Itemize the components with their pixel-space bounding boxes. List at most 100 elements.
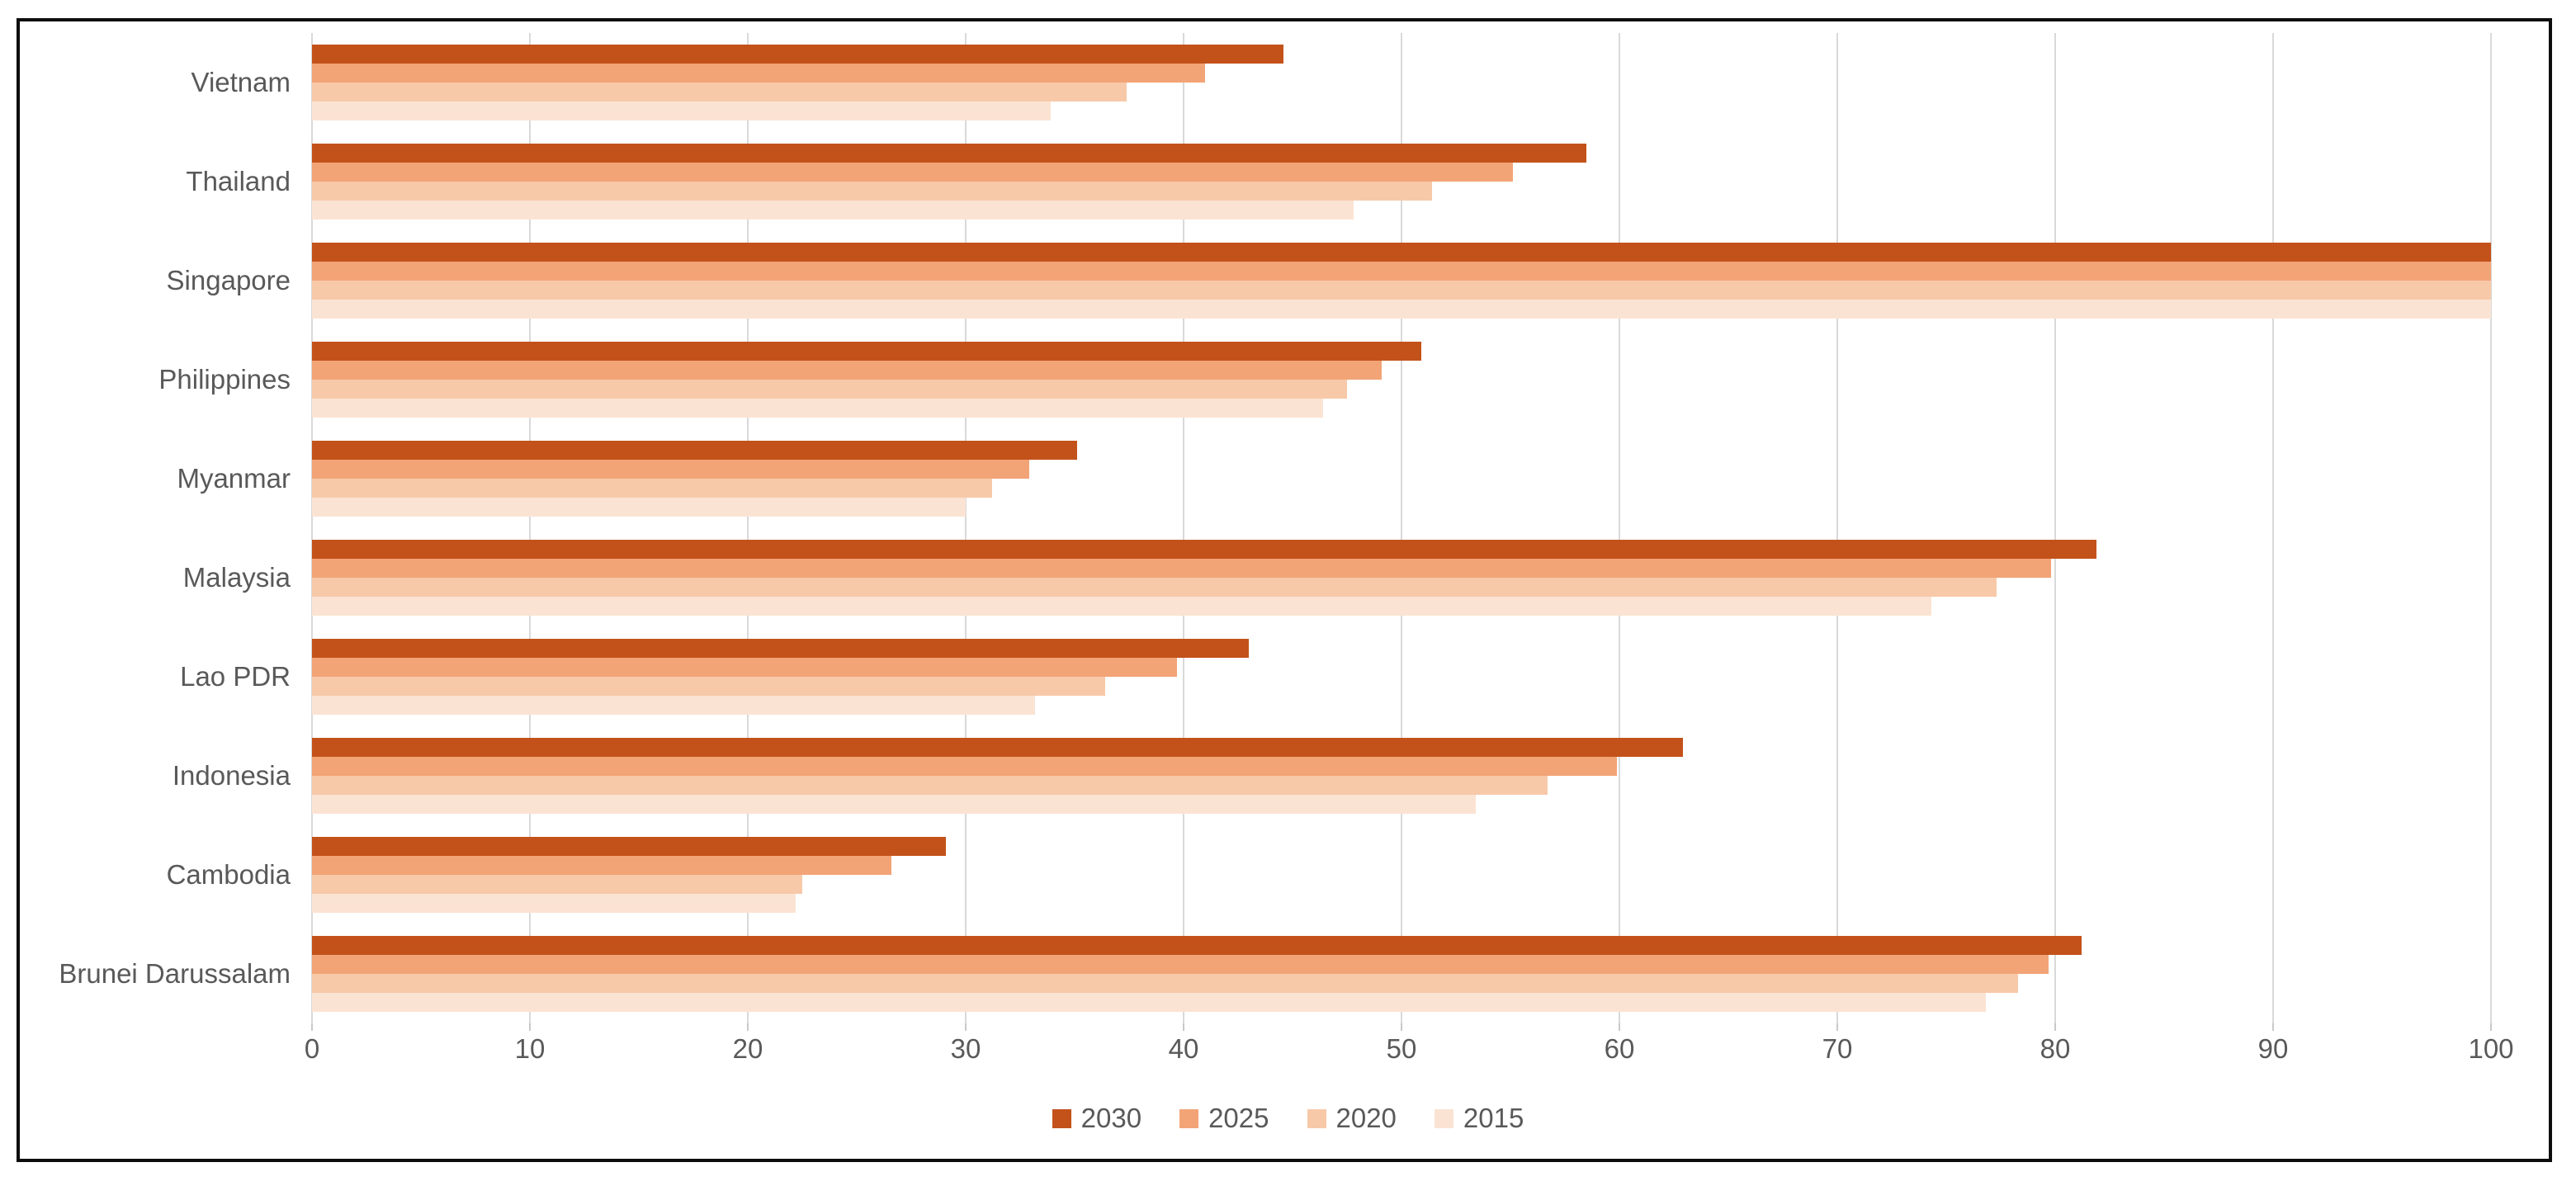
axis-tick [747, 1023, 749, 1031]
category-label: Lao PDR [180, 661, 291, 692]
axis-tick [1183, 1023, 1184, 1031]
bar-row [312, 825, 2491, 924]
bar [312, 559, 2051, 578]
category-label: Malaysia [182, 562, 291, 593]
legend-label: 2020 [1335, 1103, 1397, 1133]
bar-group [312, 243, 2491, 319]
bar-group [312, 738, 2491, 814]
bar [312, 201, 1354, 220]
legend-label: 2030 [1080, 1103, 1142, 1133]
bar [312, 955, 2049, 974]
bar-group [312, 45, 2491, 120]
bar [312, 479, 992, 498]
bar [312, 144, 1587, 163]
legend-item: 2020 [1307, 1103, 1397, 1134]
bar [312, 837, 947, 856]
bar [312, 540, 2097, 559]
axis-tick [311, 1023, 313, 1031]
bar [312, 936, 2082, 955]
legend-swatch [1052, 1108, 1071, 1128]
bar [312, 894, 796, 913]
x-tick-label: 100 [2468, 1033, 2514, 1064]
axis-tick [2272, 1023, 2274, 1031]
bar [312, 262, 2491, 281]
x-tick-label: 50 [1386, 1033, 1417, 1064]
category-label: Brunei Darussalam [59, 958, 291, 989]
bar-group [312, 144, 2491, 220]
bar [312, 342, 1421, 361]
gridline [965, 33, 967, 1023]
gridline [1401, 33, 1402, 1023]
gridline [1836, 33, 1838, 1023]
bar [312, 696, 1036, 715]
bar [312, 380, 1347, 399]
legend-item: 2015 [1434, 1103, 1524, 1134]
bar [312, 498, 966, 517]
category-label: Cambodia [166, 859, 291, 890]
plot-area [311, 33, 2492, 1031]
x-tick-label: 60 [1604, 1033, 1635, 1064]
x-axis-labels: 0 10 20 30 40 50 60 70 80 90 100 [0, 1033, 2576, 1075]
legend-label: 2025 [1208, 1103, 1269, 1133]
category-label: Indonesia [172, 760, 291, 791]
x-tick-label: 0 [304, 1033, 320, 1064]
axis-tick [2490, 1023, 2492, 1031]
bar-row [312, 330, 2491, 429]
legend-label: 2015 [1463, 1103, 1524, 1133]
bar-row [312, 726, 2491, 825]
gridline [1183, 33, 1184, 1023]
x-tick-label: 90 [2257, 1033, 2289, 1064]
bar [312, 993, 1986, 1012]
bar [312, 281, 2491, 300]
category-label: Singapore [166, 265, 291, 295]
bar-row [312, 231, 2491, 330]
bar [312, 974, 2019, 993]
axis-tick [1836, 1023, 1838, 1031]
bar [312, 795, 1476, 814]
category-label: Philippines [158, 364, 291, 395]
x-tick-label: 10 [514, 1033, 546, 1064]
gridline [2490, 33, 2492, 1023]
bar-row [312, 627, 2491, 726]
bar [312, 639, 1250, 658]
legend-item: 2025 [1179, 1103, 1269, 1134]
bar [312, 597, 1931, 616]
bar-group [312, 342, 2491, 418]
bar [312, 677, 1105, 696]
axis-tick [1401, 1023, 1402, 1031]
bar-row [312, 132, 2491, 231]
x-tick-label: 20 [732, 1033, 763, 1064]
category-label: Vietnam [191, 67, 291, 97]
bar-group [312, 936, 2491, 1012]
gridline [529, 33, 531, 1023]
bar-row [312, 924, 2491, 1023]
bar-group [312, 441, 2491, 517]
axis-tick [965, 1023, 967, 1031]
x-tick-label: 80 [2040, 1033, 2071, 1064]
gridline [747, 33, 749, 1023]
bar-group [312, 639, 2491, 715]
axis-tick [1619, 1023, 1620, 1031]
bar-row [312, 528, 2491, 627]
bar [312, 738, 1683, 757]
bar [312, 875, 802, 894]
bar [312, 45, 1284, 64]
bar [312, 182, 1432, 201]
bar [312, 757, 1618, 776]
bar [312, 64, 1206, 83]
gridline [2054, 33, 2056, 1023]
axis-tick [529, 1023, 531, 1031]
x-tick-label: 70 [1822, 1033, 1853, 1064]
bar [312, 102, 1051, 120]
bar-group [312, 540, 2491, 616]
bar-row [312, 33, 2491, 132]
bar [312, 441, 1077, 460]
bar [312, 460, 1029, 479]
legend-swatch [1434, 1108, 1453, 1128]
x-tick-label: 30 [950, 1033, 981, 1064]
y-axis-labels: Vietnam Thailand Singapore Philippines Myanm… [0, 33, 291, 1023]
gridline [2272, 33, 2274, 1023]
legend: 2030 2025 2020 2015 [0, 1103, 2576, 1134]
gridline [311, 33, 313, 1023]
